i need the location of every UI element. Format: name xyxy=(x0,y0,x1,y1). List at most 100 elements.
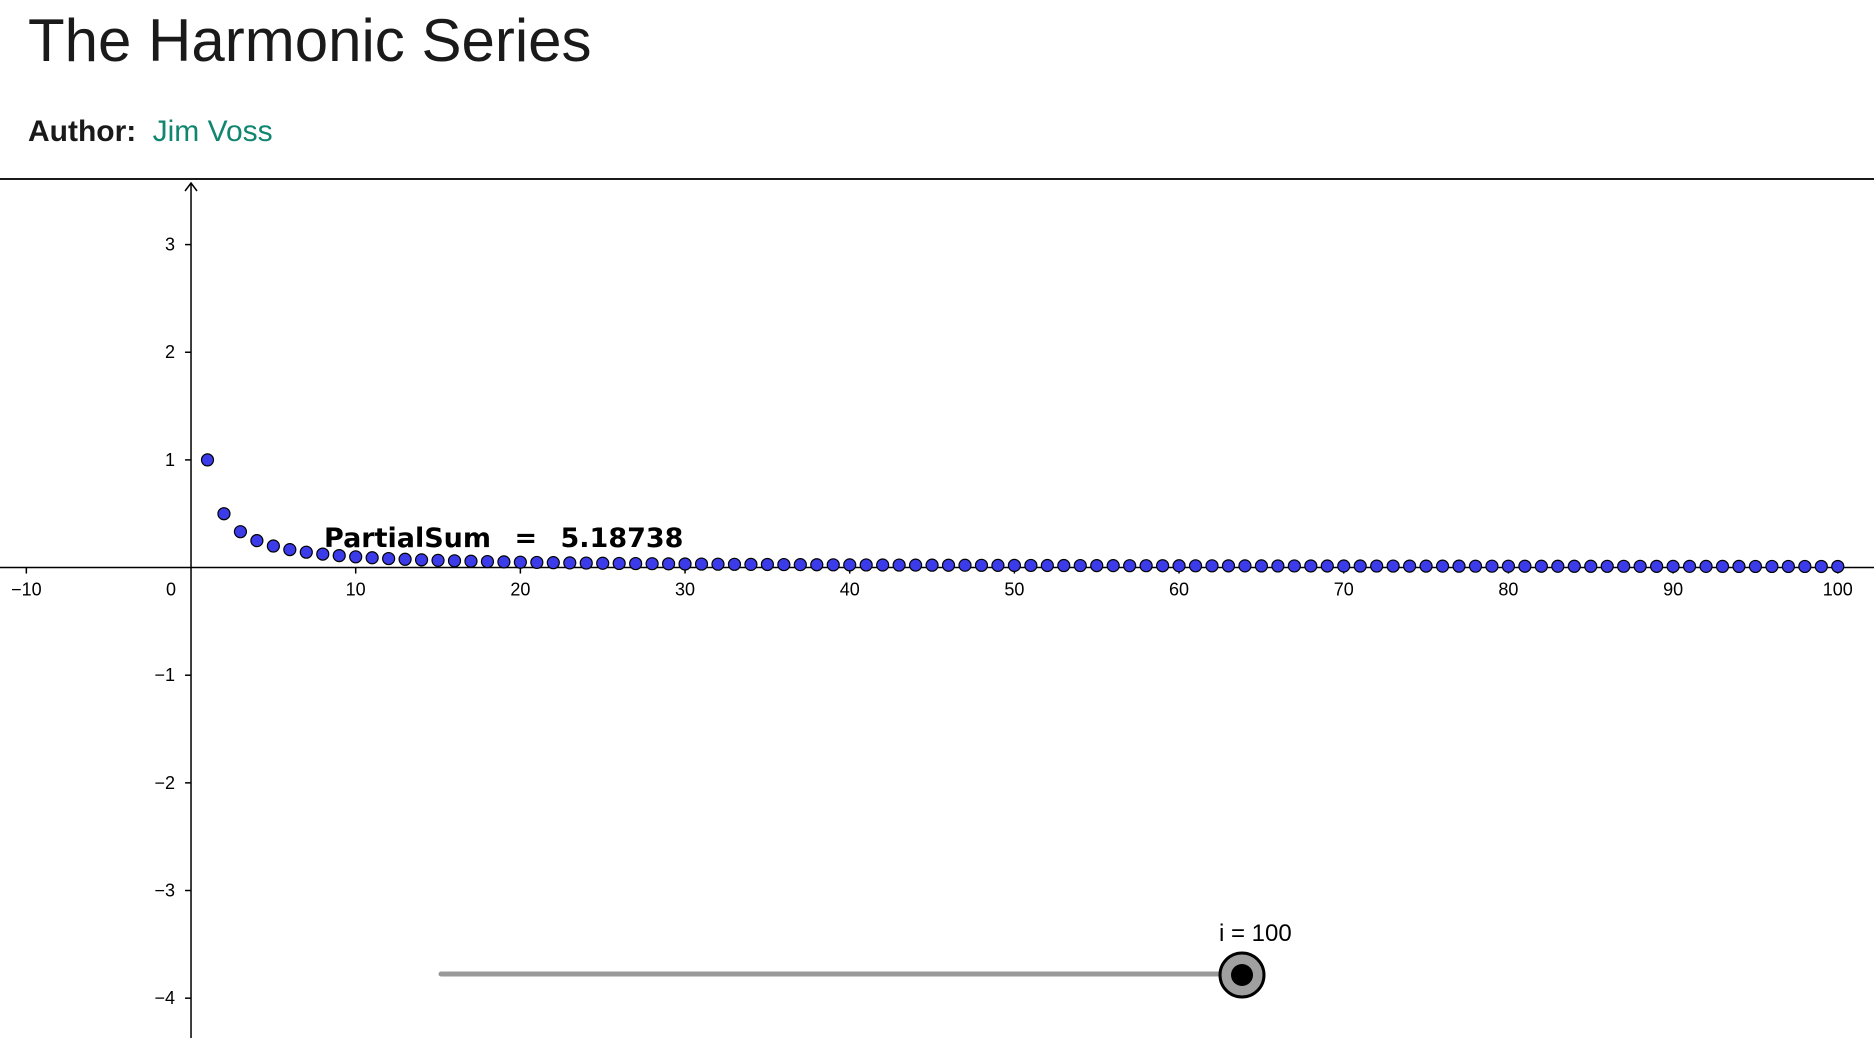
sequence-point[interactable] xyxy=(1188,559,1203,573)
sequence-point[interactable] xyxy=(217,507,231,521)
sequence-point[interactable] xyxy=(497,555,511,569)
author-link[interactable]: Jim Voss xyxy=(152,115,273,148)
sequence-point[interactable] xyxy=(1534,559,1548,573)
sequence-point[interactable] xyxy=(1271,559,1285,573)
sequence-point[interactable] xyxy=(1501,559,1516,573)
sequence-point[interactable] xyxy=(447,554,462,568)
sequence-point[interactable] xyxy=(1814,559,1828,574)
sequence-point[interactable] xyxy=(925,558,939,572)
sequence-point[interactable] xyxy=(1831,559,1845,574)
geogebra-applet[interactable]: −10 0 10 20 30 40 50 60 70 80 90 100 3 2 1 −1 −2 −3 −4 Pa… xyxy=(0,178,1874,1038)
sequence-point[interactable] xyxy=(1205,559,1219,573)
sequence-point[interactable] xyxy=(1715,559,1730,573)
sequence-point[interactable] xyxy=(1650,559,1664,573)
sequence-point[interactable] xyxy=(1403,559,1417,573)
sequence-point[interactable] xyxy=(941,558,956,572)
sequence-point[interactable] xyxy=(958,558,972,572)
sequence-point[interactable] xyxy=(1123,559,1137,573)
sequence-point[interactable] xyxy=(1732,559,1746,574)
sequence-point[interactable] xyxy=(530,555,544,570)
sequence-point[interactable] xyxy=(349,550,363,564)
sequence-point[interactable] xyxy=(661,557,676,571)
sequence-point[interactable] xyxy=(1337,559,1351,573)
sequence-point[interactable] xyxy=(1600,559,1614,573)
sequence-point[interactable] xyxy=(1386,559,1400,573)
sequence-point[interactable] xyxy=(414,553,429,567)
sequence-point[interactable] xyxy=(1518,559,1532,573)
sequence-point[interactable] xyxy=(727,557,742,571)
sequence-point[interactable] xyxy=(283,543,297,557)
sequence-point[interactable] xyxy=(1304,559,1318,573)
sequence-point[interactable] xyxy=(645,557,659,571)
sequence-point[interactable] xyxy=(1057,558,1071,573)
sequence-point[interactable] xyxy=(480,554,495,569)
sequence-point[interactable] xyxy=(1781,559,1795,574)
sequence-point[interactable] xyxy=(1172,559,1186,573)
sequence-point[interactable] xyxy=(1073,558,1087,573)
sequence-point[interactable] xyxy=(908,558,923,572)
sequence-point[interactable] xyxy=(1320,559,1334,573)
sequence-point[interactable] xyxy=(826,558,840,572)
sequence-point[interactable] xyxy=(810,558,824,572)
sequence-point[interactable] xyxy=(266,539,280,553)
sequence-point[interactable] xyxy=(382,551,396,566)
sequence-points[interactable] xyxy=(200,453,1845,574)
sequence-point[interactable] xyxy=(1353,559,1367,573)
sequence-point[interactable] xyxy=(1024,558,1038,573)
sequence-point[interactable] xyxy=(464,554,478,568)
sequence-point[interactable] xyxy=(1551,559,1565,573)
sequence-point[interactable] xyxy=(431,553,445,567)
sequence-point[interactable] xyxy=(1748,559,1763,574)
sequence-point[interactable] xyxy=(1798,559,1812,574)
sequence-point[interactable] xyxy=(316,547,330,561)
sequence-point[interactable] xyxy=(1106,559,1120,573)
sequence-point[interactable] xyxy=(1617,559,1631,573)
sequence-point[interactable] xyxy=(1007,558,1021,573)
sequence-point[interactable] xyxy=(398,552,412,566)
sequence-point[interactable] xyxy=(1682,559,1697,573)
slider-i[interactable]: i = 100 xyxy=(438,920,1292,999)
sequence-point[interactable] xyxy=(200,453,215,467)
sequence-point[interactable] xyxy=(711,557,725,571)
sequence-point[interactable] xyxy=(1567,559,1581,573)
sequence-point[interactable] xyxy=(612,556,626,571)
graphics-view[interactable]: −10 0 10 20 30 40 50 60 70 80 90 100 3 2 1 −1 −2 −3 −4 Pa… xyxy=(0,180,1874,1038)
sequence-point[interactable] xyxy=(1370,559,1384,573)
sequence-point[interactable] xyxy=(1287,559,1301,573)
sequence-point[interactable] xyxy=(1765,559,1779,574)
sequence-point[interactable] xyxy=(843,558,857,572)
sequence-point[interactable] xyxy=(1452,559,1466,573)
sequence-point[interactable] xyxy=(744,557,758,571)
sequence-point[interactable] xyxy=(233,525,248,539)
sequence-point[interactable] xyxy=(777,557,791,572)
sequence-point[interactable] xyxy=(1090,558,1104,573)
sequence-point[interactable] xyxy=(1254,559,1269,573)
sequence-point[interactable] xyxy=(1584,559,1598,573)
sequence-point[interactable] xyxy=(1435,559,1450,573)
sequence-point[interactable] xyxy=(859,558,873,572)
sequence-point[interactable] xyxy=(694,557,709,571)
sequence-point[interactable] xyxy=(974,558,989,572)
slider-knob-center[interactable] xyxy=(1231,964,1253,986)
sequence-point[interactable] xyxy=(299,545,313,559)
sequence-point[interactable] xyxy=(760,557,774,572)
sequence-point[interactable] xyxy=(1221,559,1236,573)
sequence-point[interactable] xyxy=(1468,559,1483,573)
sequence-point[interactable] xyxy=(1156,559,1170,573)
sequence-point[interactable] xyxy=(1485,559,1499,573)
sequence-point[interactable] xyxy=(332,548,346,563)
sequence-point[interactable] xyxy=(1699,559,1713,573)
sequence-point[interactable] xyxy=(250,534,264,548)
sequence-point[interactable] xyxy=(892,558,906,572)
sequence-point[interactable] xyxy=(991,558,1005,572)
sequence-point[interactable] xyxy=(546,556,560,570)
sequence-point[interactable] xyxy=(1139,559,1153,573)
sequence-point[interactable] xyxy=(563,556,577,570)
sequence-point[interactable] xyxy=(793,558,807,572)
partial-sum-text[interactable]: PartialSum = 5.18738 xyxy=(324,523,683,554)
sequence-point[interactable] xyxy=(1040,558,1054,573)
sequence-point[interactable] xyxy=(513,555,527,569)
sequence-point[interactable] xyxy=(876,558,890,572)
sequence-point[interactable] xyxy=(1666,559,1680,573)
sequence-point[interactable] xyxy=(1419,559,1433,573)
